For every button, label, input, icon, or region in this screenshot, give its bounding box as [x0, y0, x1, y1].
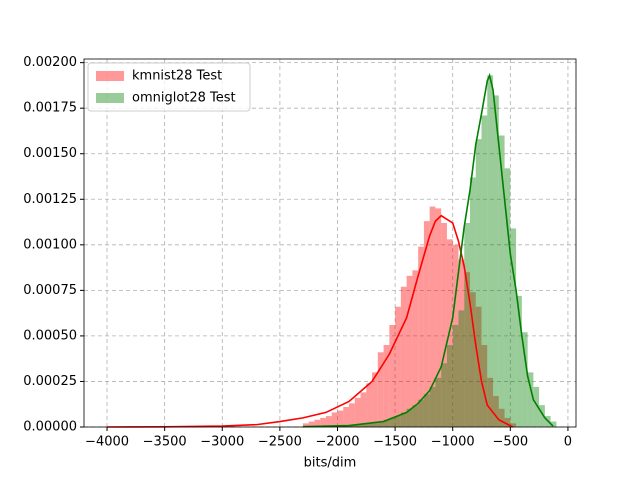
bar — [498, 408, 505, 427]
bar — [504, 417, 511, 427]
bar — [314, 419, 321, 427]
bar — [423, 394, 430, 427]
bar — [435, 208, 442, 427]
bar — [435, 377, 442, 427]
bar — [308, 421, 315, 427]
bar — [469, 177, 476, 427]
bar — [366, 383, 373, 427]
legend-label: kmnist28 Test — [132, 69, 222, 84]
x-tick-label: −1000 — [431, 435, 475, 450]
bar — [406, 275, 413, 427]
bar — [320, 417, 326, 427]
bar — [325, 416, 332, 427]
bar — [441, 363, 447, 427]
bar — [354, 397, 361, 427]
bar — [331, 412, 338, 427]
bar — [464, 272, 470, 427]
bar — [360, 424, 367, 427]
y-tick-label: 0.00075 — [23, 283, 77, 298]
bar — [360, 392, 367, 427]
bar — [446, 345, 453, 427]
bar — [406, 408, 413, 427]
legend-swatch — [96, 93, 124, 103]
bar — [458, 259, 465, 427]
y-tick-label: 0.00150 — [23, 146, 77, 161]
bar — [349, 403, 355, 427]
bar — [498, 135, 505, 428]
y-tick-label: 0.00025 — [23, 374, 77, 389]
bar — [510, 423, 517, 427]
kde-line — [302, 72, 554, 428]
bar — [487, 377, 494, 427]
legend-swatch — [96, 71, 124, 81]
bar — [366, 423, 373, 427]
bar — [343, 406, 350, 427]
y-tick-label: 0.00125 — [23, 192, 77, 207]
legend-box — [87, 62, 251, 112]
bar — [516, 295, 522, 427]
bar — [493, 396, 499, 427]
bar — [469, 292, 476, 427]
bar — [527, 372, 534, 427]
bar — [395, 306, 401, 427]
x-tick-label: −500 — [492, 435, 528, 450]
bar — [493, 95, 499, 428]
bar — [372, 372, 378, 427]
bar — [395, 416, 401, 427]
bar — [452, 324, 459, 427]
bar — [521, 332, 528, 427]
bar — [412, 270, 419, 427]
bar — [418, 399, 424, 427]
bar — [539, 405, 545, 427]
bar — [383, 345, 390, 427]
axes-frame — [83, 58, 577, 428]
bar — [400, 412, 407, 427]
bar — [383, 419, 390, 427]
bar — [389, 324, 396, 427]
bar — [389, 417, 396, 427]
bar — [377, 421, 384, 427]
x-tick-label: −2500 — [258, 435, 302, 450]
bar — [337, 410, 344, 427]
bar — [441, 222, 447, 427]
bar — [429, 386, 436, 427]
x-tick-label: −3000 — [200, 435, 244, 450]
bar — [377, 352, 384, 427]
bar — [464, 222, 470, 427]
bar — [487, 75, 494, 427]
y-tick-label: 0.00050 — [23, 328, 77, 343]
bar — [504, 168, 511, 427]
x-tick-label: −2000 — [315, 435, 359, 450]
bar — [550, 421, 557, 427]
plot-area — [84, 59, 576, 428]
y-tick-label: 0.00200 — [23, 55, 77, 70]
bar — [510, 228, 517, 427]
bar — [302, 423, 309, 427]
bar — [481, 345, 488, 427]
x-tick-label: −3500 — [143, 435, 187, 450]
bar — [475, 139, 482, 427]
y-tick-label: 0.00175 — [23, 101, 77, 116]
bar — [372, 422, 378, 427]
x-axis-label: bits/dim — [304, 456, 357, 471]
y-tick-label: 0.00000 — [23, 420, 77, 435]
legend-label: omniglot28 Test — [132, 91, 236, 106]
bar — [533, 386, 540, 427]
bar — [349, 425, 355, 427]
x-tick-label: 0 — [564, 435, 572, 450]
x-tick-label: −1500 — [373, 435, 417, 450]
bar — [354, 424, 361, 427]
bar — [429, 206, 436, 427]
bar — [412, 405, 419, 427]
bar — [458, 310, 465, 427]
bar — [423, 221, 430, 427]
bar — [400, 286, 407, 427]
x-tick-label: −4000 — [85, 435, 129, 450]
bar — [481, 115, 488, 427]
y-tick-label: 0.00100 — [23, 237, 77, 252]
bar — [418, 246, 424, 427]
bar — [452, 244, 459, 427]
kde-line — [107, 214, 514, 428]
